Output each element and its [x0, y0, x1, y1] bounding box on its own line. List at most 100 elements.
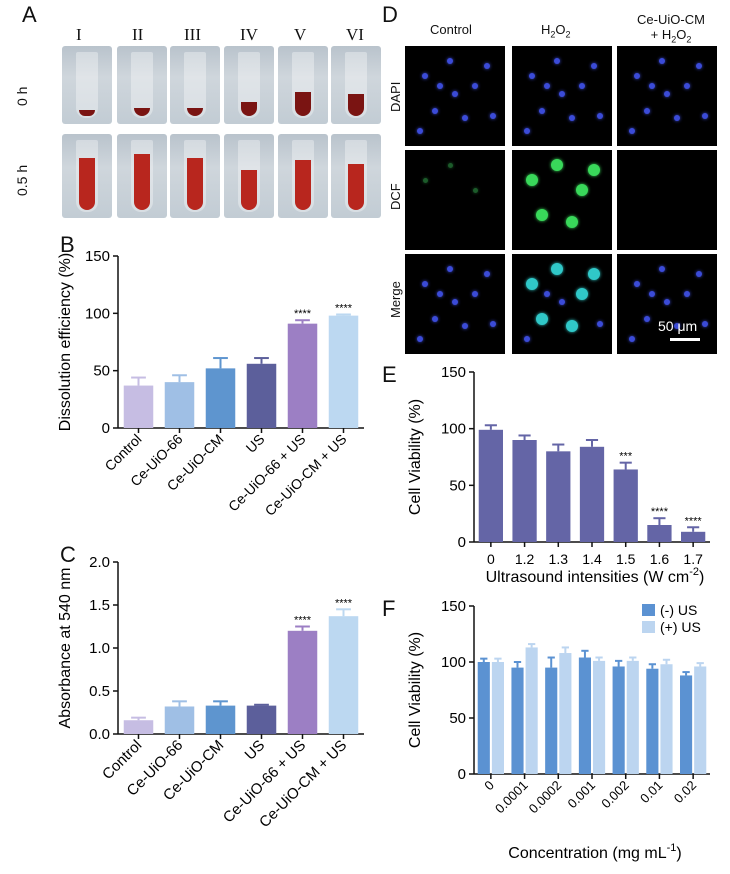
tube-photo: [224, 46, 274, 124]
tube-liquid: [348, 94, 364, 116]
tube-body: [238, 52, 260, 118]
bar: [205, 705, 236, 734]
bar: [512, 440, 537, 542]
x-tick-label: US: [242, 737, 269, 764]
column-label-iv: IV: [240, 25, 258, 44]
tube-photo: [278, 134, 328, 218]
y-tick-label: 0: [102, 420, 110, 437]
y-tick-label: 100: [441, 421, 466, 438]
y-tick-label: 0: [458, 534, 466, 551]
tube-body: [184, 52, 206, 118]
cell-dot: [634, 73, 640, 79]
cell-dot: [702, 321, 708, 327]
cell-dot: [659, 58, 665, 64]
tube-liquid: [241, 170, 257, 210]
cell-dot: [422, 177, 428, 183]
bar: [287, 630, 318, 734]
y-tick-label: 2.0: [89, 554, 110, 571]
significance-label: ****: [294, 615, 312, 627]
y-axis-label: Cell Viability (%): [407, 632, 424, 748]
cell-dot: [644, 108, 650, 114]
tube-photo: [170, 46, 220, 124]
cell-dot: [452, 299, 458, 305]
tube-liquid: [134, 154, 150, 210]
cell-dot: [539, 108, 545, 114]
cell-dot: [591, 63, 597, 69]
x-tick-label: 1.6: [650, 551, 670, 567]
tube-photo: [224, 134, 274, 218]
cell-dot: [432, 212, 438, 218]
cell-dot: [432, 316, 438, 322]
column-label-iii: III: [184, 25, 201, 44]
cell-dot: [447, 58, 453, 64]
bar: [246, 363, 277, 428]
tube-liquid: [79, 158, 95, 210]
y-tick-label: 0: [458, 766, 466, 783]
cell-dot: [536, 313, 548, 325]
microscopy-image: [512, 46, 612, 146]
bar: [559, 653, 572, 774]
cell-dot: [559, 195, 565, 201]
column-label-control: Control: [430, 22, 472, 37]
cell-dot: [417, 336, 423, 342]
row-label-merge: Merge: [388, 281, 403, 318]
cell-dot: [588, 164, 600, 176]
column-label-ii: II: [132, 25, 144, 44]
cell-dot: [437, 291, 443, 297]
significance-label: ****: [335, 302, 353, 314]
x-tick-label: 1.5: [616, 551, 636, 567]
cell-dot: [526, 278, 538, 290]
cell-dot: [566, 320, 578, 332]
tube-photo: [170, 134, 220, 218]
bar: [328, 616, 359, 734]
microscopy-image: [617, 254, 717, 354]
bar: [680, 675, 693, 774]
bar: [164, 706, 195, 734]
cell-dot: [579, 83, 585, 89]
tube-liquid: [295, 160, 311, 210]
bar: [579, 446, 605, 542]
cell-dot: [664, 299, 670, 305]
tube-photo: [62, 46, 112, 124]
column-label-i: I: [76, 25, 82, 44]
bar: [647, 525, 672, 542]
cell-dot: [684, 291, 690, 297]
cell-dot: [452, 195, 458, 201]
y-axis-label: Cell Viability (%): [407, 399, 424, 515]
panel-c-label: C: [60, 542, 76, 567]
cell-dot: [559, 299, 565, 305]
x-tick-label: 0.02: [671, 778, 700, 807]
microscopy-image: [617, 150, 717, 250]
microscopy-image: [512, 150, 612, 250]
cell-dot: [684, 83, 690, 89]
y-axis-label: Dissolution efficiency (%): [57, 253, 74, 431]
tube-liquid: [134, 108, 150, 116]
cell-dot: [664, 195, 670, 201]
cell-dot: [490, 113, 496, 119]
bar: [626, 660, 639, 774]
bar: [578, 657, 591, 774]
tube-liquid: [79, 110, 95, 116]
cell-dot: [417, 232, 423, 238]
cell-dot: [529, 73, 535, 79]
tube-body: [76, 52, 98, 118]
microscopy-image: [405, 46, 505, 146]
bar: [123, 385, 154, 428]
cell-dot: [536, 209, 548, 221]
tube-photo: [117, 46, 167, 124]
cell-dot: [649, 291, 655, 297]
cell-dot: [702, 113, 708, 119]
y-tick-label: 1.5: [89, 597, 110, 614]
cell-dot: [432, 108, 438, 114]
y-tick-label: 100: [441, 654, 466, 671]
tube-photo: [62, 134, 112, 218]
cell-dot: [437, 187, 443, 193]
cell-dot: [472, 187, 478, 193]
significance-label: ***: [619, 451, 633, 463]
cell-dot: [484, 271, 490, 277]
significance-label: ****: [685, 515, 703, 527]
tube-liquid: [241, 102, 257, 116]
bar: [545, 667, 558, 774]
y-tick-label: 50: [449, 477, 466, 494]
